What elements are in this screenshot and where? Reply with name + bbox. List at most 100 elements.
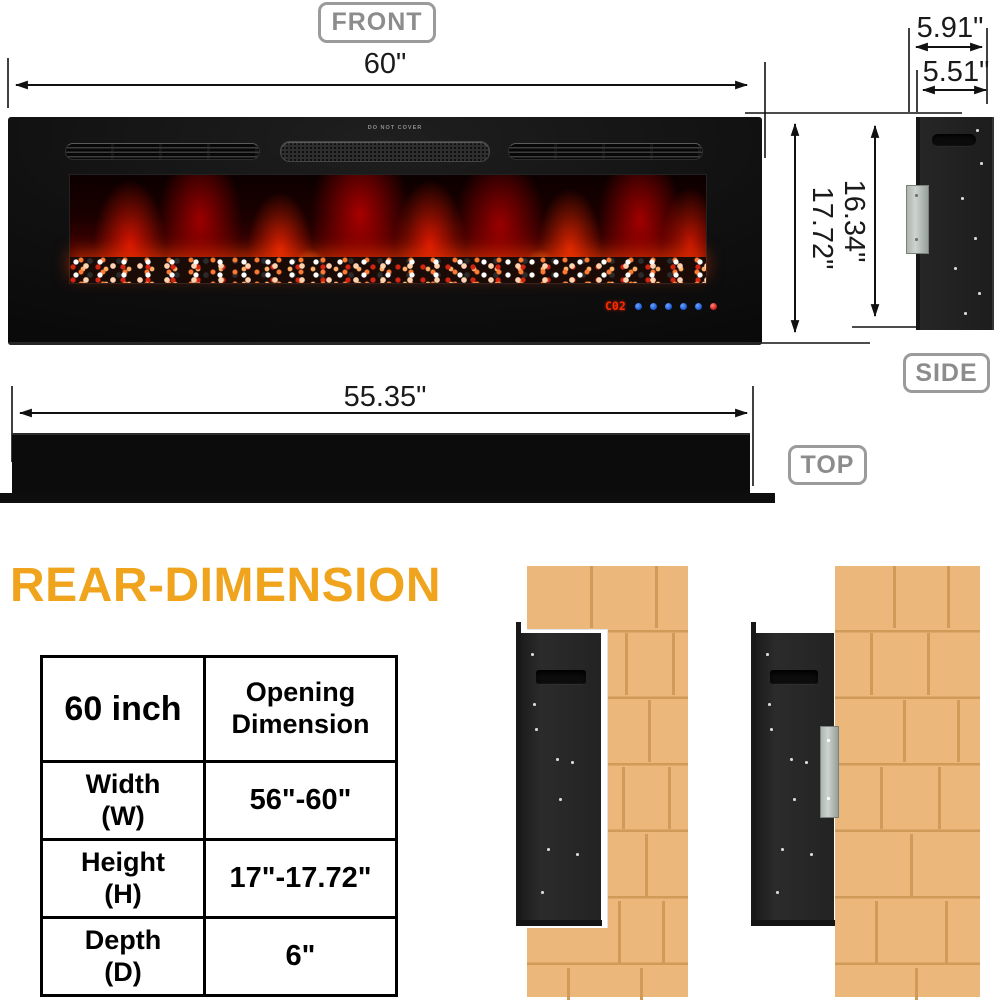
top-view-front-flange	[0, 493, 775, 503]
brick-joint	[893, 566, 896, 628]
control-button-icon	[664, 302, 672, 310]
top-width-label: 55.35"	[343, 381, 427, 413]
screw-dot	[964, 312, 967, 315]
side-handle-slot	[932, 134, 976, 147]
control-button-icon	[634, 302, 642, 310]
table-row-height-value: 17"-17.72"	[203, 838, 395, 916]
screw-dot	[980, 162, 983, 165]
fireplace-front-view: DO NOT COVER C02	[8, 117, 762, 345]
brick-joint	[903, 700, 906, 762]
top-view-body	[12, 433, 750, 495]
top-view-tag: TOP	[788, 445, 867, 485]
bottom-bezel	[8, 342, 762, 345]
front-height-label: 17.72"	[806, 186, 838, 270]
brick-joint	[668, 767, 671, 829]
brick-joint	[870, 633, 873, 695]
screw-dot	[576, 853, 579, 856]
screw-dot	[531, 653, 534, 656]
brick-joint	[567, 968, 570, 1000]
unit-base-plate	[751, 920, 835, 926]
brick-joint	[875, 901, 878, 963]
recessed-fireplace-unit	[521, 633, 601, 920]
screw-dot	[776, 891, 779, 894]
side-depth-outer-label: 5.91"	[916, 12, 984, 44]
brick-joint	[645, 834, 648, 896]
screw-dot	[827, 797, 830, 800]
screw-dot	[978, 292, 981, 295]
fireplace-front-lip	[516, 622, 521, 926]
do-not-cover-text: DO NOT COVER	[367, 125, 423, 131]
crystal-ember-bed	[70, 257, 706, 283]
brick-joint	[880, 767, 883, 829]
table-row-depth-value: 6"	[203, 916, 395, 994]
side-height-label: 16.34"	[838, 179, 870, 263]
brick-joint	[648, 700, 651, 762]
handle-slot	[536, 670, 586, 685]
side-depth-inner-label: 5.51"	[922, 56, 990, 88]
screw-dot	[961, 197, 964, 200]
brick-joint	[662, 901, 665, 963]
screw-dot	[766, 653, 769, 656]
screw-dot	[976, 129, 979, 132]
screw-dot	[793, 798, 796, 801]
brick-joint	[618, 901, 621, 963]
side-view-tag: SIDE	[903, 353, 990, 393]
front-view-tag: FRONT	[318, 2, 436, 43]
table-row-height-label: Height (H)	[43, 838, 203, 916]
screw-dot	[533, 703, 536, 706]
mounting-bracket	[906, 185, 929, 254]
screw-dot	[547, 848, 550, 851]
table-row-depth-label: Depth (D)	[43, 916, 203, 994]
touch-control-panel: C02	[605, 297, 740, 315]
screw-dot	[810, 853, 813, 856]
brick-joint	[622, 767, 625, 829]
brick-joint	[938, 767, 941, 829]
brick-joint	[640, 968, 643, 1000]
table-row-width-value: 56"-60"	[203, 760, 395, 838]
brick-joint	[625, 633, 628, 695]
screw-dot	[571, 761, 574, 764]
screw-dot	[915, 238, 918, 241]
control-button-icon	[679, 302, 687, 310]
table-row-width-label: Width (W)	[43, 760, 203, 838]
control-button-icon	[694, 302, 702, 310]
rear-dimension-heading: REAR-DIMENSION	[10, 559, 442, 612]
handle-slot	[770, 670, 818, 685]
brick-joint	[927, 633, 930, 695]
brick-wall	[835, 566, 980, 1000]
heater-outlet-vent	[280, 141, 490, 162]
flame-viewing-window	[69, 174, 707, 284]
screw-dot	[954, 267, 957, 270]
unit-base-plate	[516, 920, 602, 926]
screw-dot	[790, 758, 793, 761]
screw-dot	[541, 891, 544, 894]
screw-dot	[827, 739, 830, 742]
brick-joint	[915, 968, 918, 1000]
brick-joint	[590, 566, 593, 628]
fireplace-front-lip	[751, 622, 756, 926]
brick-joint	[655, 566, 658, 628]
brick-joint	[957, 700, 960, 762]
screw-dot	[974, 237, 977, 240]
right-vent	[508, 143, 703, 160]
screw-dot	[559, 798, 562, 801]
screw-dot	[768, 703, 771, 706]
control-button-icon	[649, 302, 657, 310]
screw-dot	[915, 194, 918, 197]
screw-dot	[770, 728, 773, 731]
opening-dimension-table: 60 inch Opening Dimension Width (W) 56"-…	[40, 655, 398, 997]
brick-joint	[945, 901, 948, 963]
brick-joint	[672, 633, 675, 695]
left-vent	[65, 143, 260, 160]
mounting-bracket	[820, 726, 839, 818]
front-width-label: 60"	[363, 48, 407, 80]
side-back-panel	[916, 117, 994, 330]
table-header-size: 60 inch	[64, 689, 182, 728]
brick-joint	[910, 834, 913, 896]
screw-dot	[535, 728, 538, 731]
temperature-display: C02	[605, 299, 626, 313]
screw-dot	[805, 761, 808, 764]
power-button-icon	[709, 302, 717, 310]
brick-joint	[947, 566, 950, 628]
